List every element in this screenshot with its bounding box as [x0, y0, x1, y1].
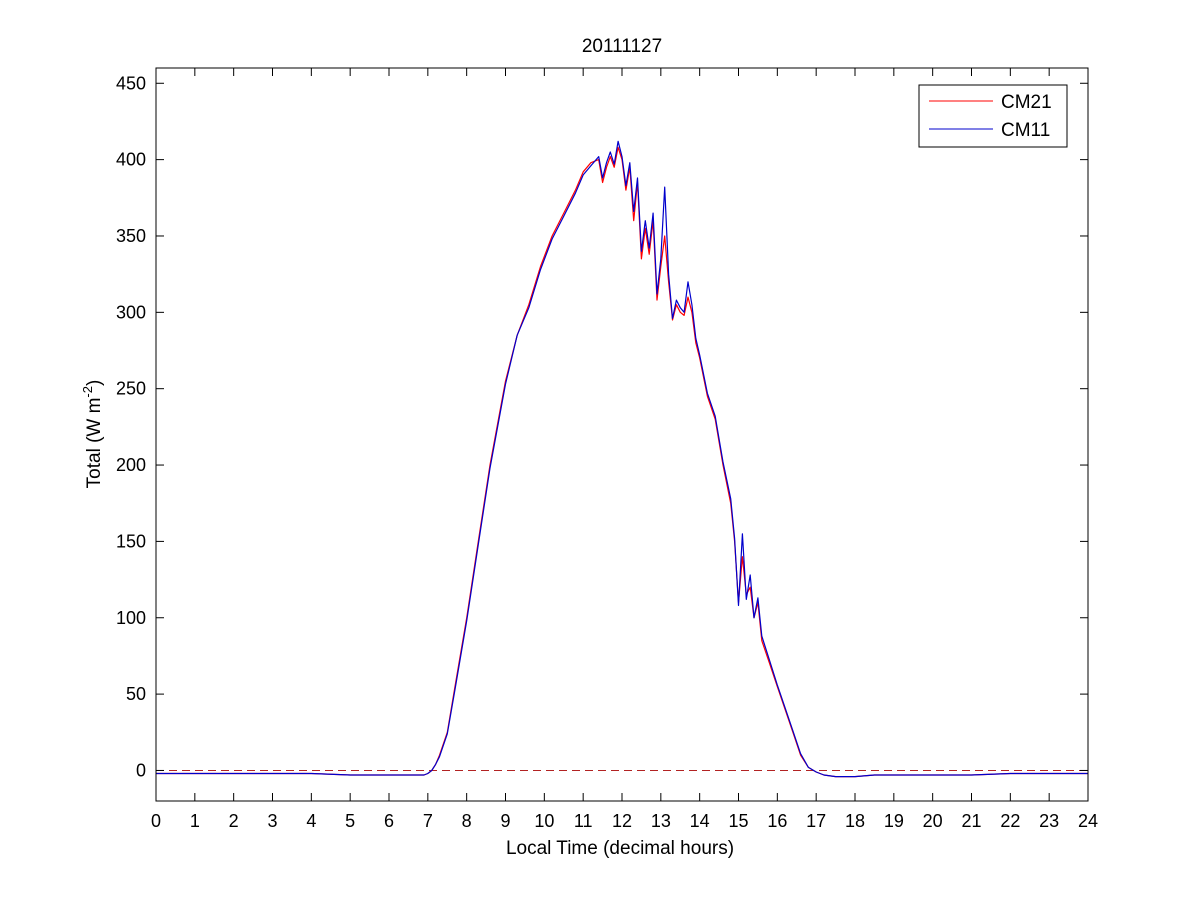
chart-title: 20111127 — [582, 36, 662, 57]
x-tick-label: 20 — [923, 811, 943, 831]
x-tick-label: 23 — [1039, 811, 1059, 831]
x-axis-label: Local Time (decimal hours) — [506, 838, 734, 859]
y-tick-label: 50 — [126, 684, 146, 704]
x-tick-label: 2 — [229, 811, 239, 831]
x-tick-label: 16 — [767, 811, 787, 831]
x-tick-label: 0 — [151, 811, 161, 831]
series-line-cm11 — [156, 140, 1088, 778]
y-tick-label: 250 — [116, 379, 146, 399]
y-tick-label: 0 — [136, 760, 146, 780]
y-tick-label: 350 — [116, 226, 146, 246]
x-tick-label: 15 — [728, 811, 748, 831]
x-tick-label: 17 — [806, 811, 826, 831]
x-tick-label: 13 — [651, 811, 671, 831]
y-tick-label: 300 — [116, 302, 146, 322]
y-tick-label: 150 — [116, 531, 146, 551]
x-tick-label: 3 — [267, 811, 277, 831]
x-tick-label: 19 — [884, 811, 904, 831]
y-axis-label-superscript: -2 — [80, 386, 95, 398]
x-tick-label: 7 — [423, 811, 433, 831]
legend-box — [918, 84, 1068, 148]
x-tick-label: 10 — [534, 811, 554, 831]
x-tick-label: 24 — [1078, 811, 1098, 831]
y-axis-label: Total (W m-2) — [80, 380, 105, 489]
x-tick-label: 1 — [190, 811, 200, 831]
y-axis-label-prefix: Total (W m — [84, 398, 105, 489]
x-tick-label: 21 — [961, 811, 981, 831]
x-tick-label: 22 — [1000, 811, 1020, 831]
x-tick-label: 12 — [612, 811, 632, 831]
plot-area — [156, 68, 1088, 801]
y-tick-label: 100 — [116, 608, 146, 628]
x-tick-label: 6 — [384, 811, 394, 831]
y-tick-label: 200 — [116, 455, 146, 475]
legend-label-cm11: CM11 — [1001, 120, 1050, 141]
x-tick-label: 9 — [500, 811, 510, 831]
x-tick-label: 8 — [462, 811, 472, 831]
y-tick-label: 400 — [116, 150, 146, 170]
series-layer — [156, 140, 1088, 778]
x-tick-label: 11 — [574, 811, 593, 831]
x-tick-label: 18 — [845, 811, 865, 831]
x-tick-label: 4 — [306, 811, 316, 831]
y-tick-label: 450 — [116, 73, 146, 93]
ticks-layer: 0 1 2 3 4 5 6 7 8 9 10 11 12 13 14 15 16 17 18 19 20 21 22 23 24… — [116, 68, 1098, 831]
y-axis-label-suffix: ) — [84, 380, 105, 386]
x-tick-label: 14 — [690, 811, 710, 831]
legend-label-cm21: CM21 — [1001, 92, 1052, 113]
legend: CM21 CM11 — [918, 84, 1068, 148]
x-tick-label: 5 — [345, 811, 355, 831]
plot-frame — [155, 67, 1089, 802]
